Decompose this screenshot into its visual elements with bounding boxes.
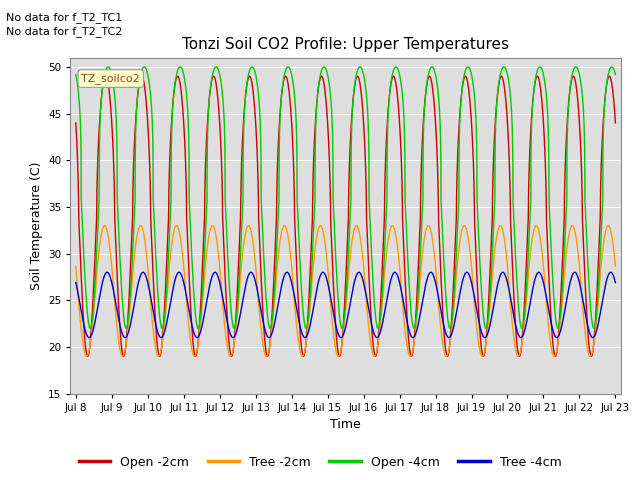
Line: Tree -4cm: Tree -4cm — [76, 272, 616, 337]
Open -4cm — [408, 315, 415, 321]
Tree -4cm — [72, 280, 79, 286]
Open -4cm — [398, 90, 406, 96]
Tree -2cm — [188, 345, 195, 350]
Open -4cm — [72, 72, 79, 77]
Tree -4cm — [517, 335, 525, 340]
Tree -2cm — [398, 298, 406, 303]
Open -4cm — [611, 71, 619, 77]
Open -2cm — [611, 118, 619, 123]
Line: Tree -2cm: Tree -2cm — [76, 226, 616, 356]
Text: No data for f_T2_TC1: No data for f_T2_TC1 — [6, 12, 123, 23]
Open -2cm — [188, 320, 195, 325]
Open -2cm — [399, 200, 406, 205]
Open -2cm — [72, 120, 79, 126]
Open -4cm — [223, 229, 230, 235]
Open -2cm — [174, 73, 182, 79]
Y-axis label: Soil Temperature (C): Soil Temperature (C) — [29, 161, 43, 290]
Tree -4cm — [499, 269, 507, 275]
Text: TZ_soilco2: TZ_soilco2 — [81, 73, 140, 84]
Open -4cm — [612, 72, 620, 77]
Legend: Open -2cm, Tree -2cm, Open -4cm, Tree -4cm: Open -2cm, Tree -2cm, Open -4cm, Tree -4… — [74, 451, 566, 474]
Open -2cm — [612, 120, 620, 126]
Open -4cm — [86, 325, 94, 331]
Tree -4cm — [188, 320, 195, 326]
Tree -2cm — [604, 223, 612, 228]
Tree -4cm — [561, 310, 568, 315]
Tree -4cm — [612, 280, 620, 286]
Open -2cm — [408, 353, 415, 359]
X-axis label: Time: Time — [330, 418, 361, 431]
Open -4cm — [188, 249, 195, 254]
Tree -4cm — [408, 334, 415, 339]
Tree -2cm — [408, 352, 415, 358]
Line: Open -4cm: Open -4cm — [76, 67, 616, 328]
Tree -4cm — [398, 292, 406, 298]
Open -2cm — [561, 198, 568, 204]
Tree -2cm — [611, 262, 619, 268]
Text: No data for f_T2_TC2: No data for f_T2_TC2 — [6, 26, 123, 37]
Tree -2cm — [561, 273, 568, 278]
Tree -2cm — [83, 353, 90, 359]
Tree -4cm — [611, 279, 619, 285]
Tree -2cm — [223, 339, 230, 345]
Open -4cm — [608, 64, 616, 70]
Line: Open -2cm: Open -2cm — [76, 76, 616, 356]
Tree -2cm — [72, 264, 79, 269]
Title: Tonzi Soil CO2 Profile: Upper Temperatures: Tonzi Soil CO2 Profile: Upper Temperatur… — [182, 37, 509, 52]
Open -2cm — [192, 353, 200, 359]
Tree -4cm — [223, 316, 230, 322]
Tree -2cm — [612, 264, 620, 269]
Open -2cm — [223, 307, 230, 313]
Open -4cm — [561, 251, 568, 257]
